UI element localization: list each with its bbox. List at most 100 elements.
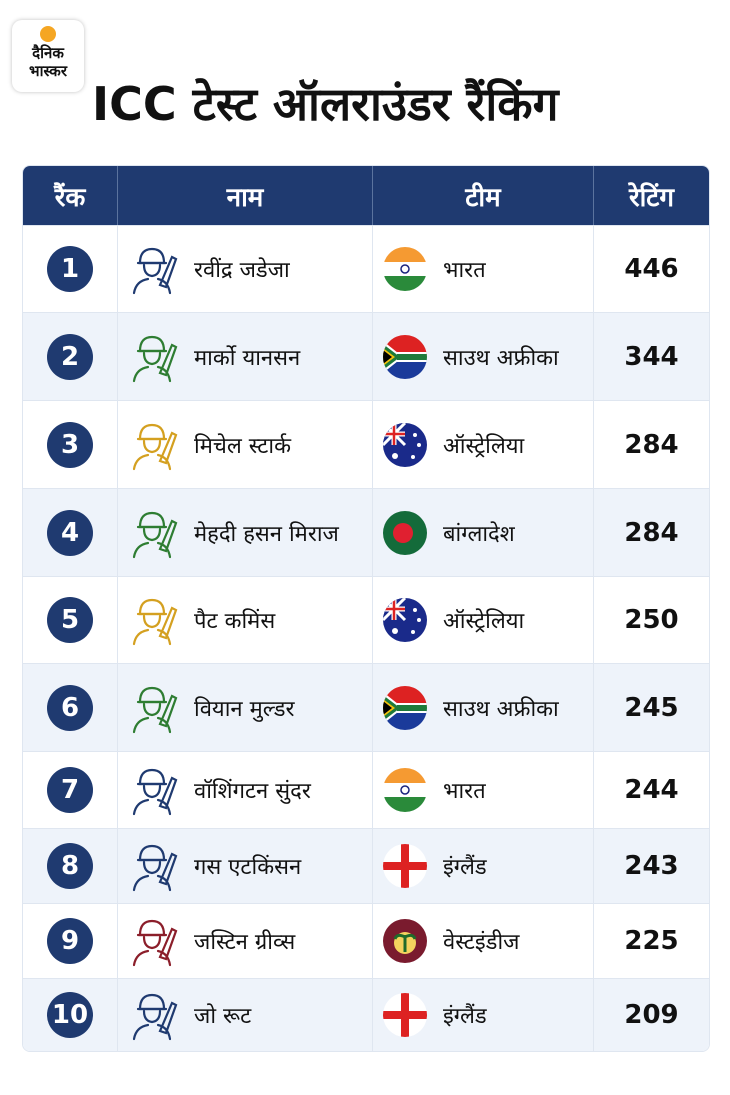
team-flag	[383, 993, 427, 1037]
rating-value: 250	[624, 605, 679, 635]
rank-cell: 7	[23, 752, 118, 828]
rating-value: 344	[624, 341, 679, 372]
team-cell: ऑस्ट्रेलिया	[373, 577, 594, 663]
table-row: 1 रवींद्र जडेजा भारत 446	[23, 225, 709, 312]
player-name: वॉशिंगटन सुंदर	[194, 779, 311, 804]
table-row: 5 पैट कमिंस ऑस्ट्रेलिया 250	[23, 576, 709, 663]
rank-badge: 3	[47, 421, 93, 468]
logo-text: भास्कर	[29, 62, 67, 80]
rating-cell: 446	[594, 226, 709, 312]
rating-cell: 284	[594, 401, 709, 488]
player-icon	[132, 598, 178, 646]
rating-value: 225	[624, 926, 679, 956]
table-header: रैंक नाम टीम रेटिंग	[23, 166, 709, 225]
rank-cell: 10	[23, 979, 118, 1051]
player-icon	[132, 335, 178, 382]
name-cell: पैट कमिंस	[118, 577, 373, 663]
rating-value: 284	[624, 517, 679, 548]
rank-cell: 1	[23, 226, 118, 312]
name-cell: रवींद्र जडेजा	[118, 226, 373, 312]
player-name: वियान मुल्डर	[194, 696, 295, 722]
team-flag	[383, 422, 427, 467]
player-icon	[132, 686, 178, 733]
header-cell: टीम	[373, 166, 594, 225]
rating-cell: 344	[594, 313, 709, 400]
player-icon	[132, 768, 178, 816]
rank-cell: 4	[23, 489, 118, 576]
rating-cell: 244	[594, 752, 709, 828]
rank-cell: 8	[23, 829, 118, 903]
header-cell: रैंक	[23, 166, 118, 225]
rank-badge: 5	[47, 597, 93, 643]
team-cell: साउथ अफ्रीका	[373, 664, 594, 751]
player-icon	[132, 511, 178, 558]
team-name: भारत	[443, 779, 486, 804]
rank-badge: 2	[47, 333, 93, 380]
team-cell: साउथ अफ्रीका	[373, 313, 594, 400]
rank-badge: 6	[47, 684, 93, 731]
name-cell: मिचेल स्टार्क	[118, 401, 373, 488]
player-name: जस्टिन ग्रीव्स	[194, 930, 296, 955]
table-row: 3 मिचेल स्टार्क ऑस्ट्रेलिया 284	[23, 400, 709, 488]
table-row: 7 वॉशिंगटन सुंदर भारत 244	[23, 751, 709, 828]
logo-sun	[40, 26, 56, 42]
rank-cell: 9	[23, 904, 118, 978]
player-name: मेहदी हसन मिराज	[194, 521, 339, 547]
team-cell: ऑस्ट्रेलिया	[373, 401, 594, 488]
rank-badge: 4	[47, 509, 93, 556]
name-cell: वियान मुल्डर	[118, 664, 373, 751]
rating-cell: 209	[594, 979, 709, 1051]
rating-value: 245	[624, 692, 679, 723]
name-cell: मार्को यानसन	[118, 313, 373, 400]
player-icon	[132, 247, 178, 295]
team-cell: भारत	[373, 752, 594, 828]
rank-cell: 2	[23, 313, 118, 400]
rating-cell: 245	[594, 664, 709, 751]
team-cell: वेस्टइंडीज	[373, 904, 594, 978]
player-icon	[132, 844, 178, 892]
team-cell: भारत	[373, 226, 594, 312]
rank-badge: 8	[47, 843, 93, 889]
player-name: मिचेल स्टार्क	[194, 433, 291, 459]
team-flag	[383, 598, 427, 642]
team-name: इंग्लैंड	[443, 855, 487, 880]
team-flag	[383, 510, 427, 555]
rating-cell: 243	[594, 829, 709, 903]
rank-badge: 9	[47, 918, 93, 964]
team-name: साउथ अफ्रीका	[443, 696, 559, 722]
team-flag	[383, 768, 427, 812]
team-name: इंग्लैंड	[443, 1004, 487, 1029]
header-cell: नाम	[118, 166, 373, 225]
team-flag	[383, 844, 427, 888]
team-name: साउथ अफ्रीका	[443, 345, 559, 371]
rating-value: 284	[624, 429, 679, 460]
name-cell: जो रूट	[118, 979, 373, 1051]
player-icon	[132, 423, 178, 470]
rank-badge: 10	[47, 992, 93, 1038]
team-flag	[383, 919, 427, 963]
team-name: ऑस्ट्रेलिया	[443, 609, 525, 634]
rating-value: 446	[624, 254, 679, 284]
team-cell: बांग्लादेश	[373, 489, 594, 576]
table-row: 9 जस्टिन ग्रीव्स वेस्टइंडीज 225	[23, 903, 709, 978]
logo: दैनिक भास्कर	[12, 20, 84, 92]
rating-cell: 225	[594, 904, 709, 978]
rating-value: 243	[624, 851, 679, 881]
name-cell: मेहदी हसन मिराज	[118, 489, 373, 576]
table-row: 2 मार्को यानसन साउथ अफ्रीका 344	[23, 312, 709, 400]
rank-cell: 3	[23, 401, 118, 488]
header-cell: रेटिंग	[628, 182, 675, 213]
player-name: गस एटकिंसन	[194, 855, 302, 880]
player-name: रवींद्र जडेजा	[194, 258, 290, 283]
table-row: 10 जो रूट इंग्लैंड 209	[23, 978, 709, 1051]
rank-cell: 5	[23, 577, 118, 663]
rating-value: 209	[624, 1000, 679, 1030]
team-name: ऑस्ट्रेलिया	[443, 433, 525, 459]
team-name: भारत	[443, 258, 486, 283]
team-flag	[383, 247, 427, 291]
table-row: 8 गस एटकिंसन इंग्लैंड 243	[23, 828, 709, 903]
logo-text: दैनिक	[32, 44, 64, 62]
team-cell: इंग्लैंड	[373, 829, 594, 903]
team-name: वेस्टइंडीज	[443, 930, 520, 955]
name-cell: गस एटकिंसन	[118, 829, 373, 903]
